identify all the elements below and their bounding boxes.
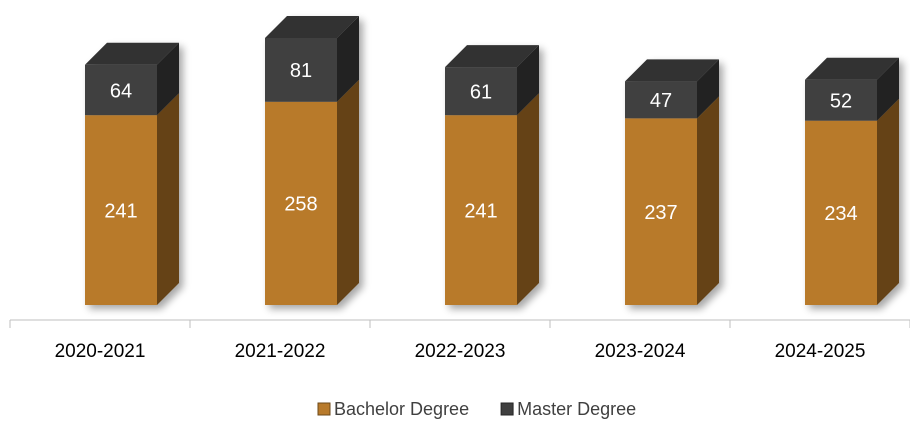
bar-top	[625, 59, 719, 82]
bar-side	[337, 79, 359, 305]
bar-side	[697, 96, 719, 306]
value-label: 61	[470, 81, 492, 103]
bar	[85, 115, 157, 305]
bar-side	[877, 57, 899, 121]
bar	[445, 115, 517, 305]
bar	[625, 118, 697, 306]
x-tick-label: 2022-2023	[415, 341, 506, 362]
x-tick-label: 2024-2025	[775, 341, 866, 362]
x-tick-label: 2023-2024	[595, 341, 686, 362]
bar	[265, 101, 337, 305]
bar	[445, 67, 517, 116]
bar-side	[337, 16, 359, 102]
x-tick-label: 2020-2021	[55, 341, 146, 362]
bar	[805, 120, 877, 305]
value-label: 241	[464, 200, 497, 222]
bar	[805, 79, 877, 121]
bar-side	[517, 45, 539, 116]
value-label: 237	[644, 202, 677, 224]
bar-stack	[85, 42, 179, 305]
bar	[265, 38, 337, 102]
bar-stack	[805, 57, 899, 305]
value-label: 52	[830, 91, 852, 113]
value-label: 47	[650, 90, 672, 112]
legend-marker	[317, 402, 331, 416]
value-label: 234	[824, 203, 857, 225]
value-label: 258	[284, 194, 317, 216]
value-label: 241	[104, 200, 137, 222]
bar-top	[805, 57, 899, 80]
legend-label: Bachelor Degree	[334, 399, 469, 419]
value-label: 81	[290, 60, 312, 82]
legend-marker	[500, 402, 514, 416]
bar	[625, 81, 697, 119]
bar-stack	[265, 16, 359, 305]
x-tick-label: 2021-2022	[235, 341, 326, 362]
bar	[85, 64, 157, 116]
bar-side	[697, 59, 719, 119]
bar-side	[157, 93, 179, 305]
legend-label: Master Degree	[517, 399, 636, 419]
value-label: 64	[110, 80, 132, 102]
bar-top	[85, 42, 179, 65]
bar-top	[445, 45, 539, 68]
bar-side	[517, 93, 539, 305]
bar-side	[157, 42, 179, 116]
bar-top	[265, 16, 359, 38]
bar-side	[877, 98, 899, 305]
bar-stack	[625, 59, 719, 306]
bar-stack	[445, 45, 539, 305]
